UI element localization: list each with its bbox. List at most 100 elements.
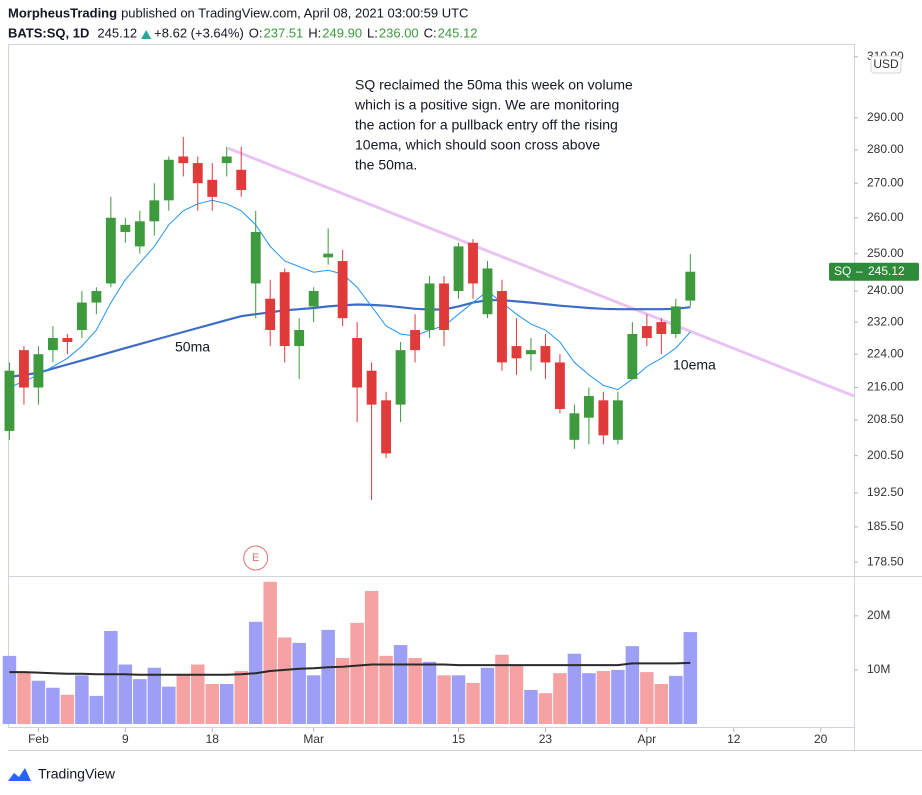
candle-body xyxy=(627,334,638,380)
candle-body xyxy=(598,400,609,436)
volume-bar xyxy=(147,667,162,724)
volume-bar xyxy=(350,622,364,724)
price-tag xyxy=(829,262,919,281)
candle-body xyxy=(62,338,73,343)
ohlc-value: 237.51 xyxy=(264,25,304,40)
candle-body xyxy=(221,156,232,164)
footer-logo: TradingView xyxy=(8,766,116,782)
y-tick-label: 290.00 xyxy=(867,110,904,124)
volume-bar xyxy=(60,694,75,724)
y-tick-label: 260.00 xyxy=(867,210,904,224)
candle-body xyxy=(192,163,203,184)
candle-body xyxy=(569,413,580,440)
trendline xyxy=(227,146,855,398)
candle-body xyxy=(19,350,29,388)
volume-bar xyxy=(524,689,538,724)
ohlc-label: H: xyxy=(308,25,321,40)
volume-bar xyxy=(75,675,89,724)
volume-bar xyxy=(408,658,422,724)
volume-bar xyxy=(118,664,133,724)
y-tick-label: 178.50 xyxy=(867,554,904,568)
volume-bar xyxy=(205,683,219,724)
last-price: 245.12 xyxy=(97,25,137,40)
volume-bar xyxy=(17,672,31,724)
candle-body xyxy=(47,338,58,351)
candle-body xyxy=(511,346,522,359)
annotation-line: 10ema, which should soon cross above xyxy=(355,137,600,153)
y-tick-label: 208.50 xyxy=(867,412,904,426)
symbol: BATS:SQ, 1D xyxy=(8,25,89,40)
candle-body xyxy=(149,200,160,222)
volume-bar xyxy=(176,675,191,724)
y-tick-label: 185.50 xyxy=(867,519,904,533)
candle-body xyxy=(134,221,145,247)
currency-label: USD xyxy=(873,57,899,71)
volume-bar xyxy=(292,642,306,724)
y-tick-label: 232.00 xyxy=(867,314,904,328)
candle-body xyxy=(670,306,681,335)
volume-bar xyxy=(89,695,104,724)
x-tick-label: 20 xyxy=(814,732,828,746)
price-tag-dash: – xyxy=(856,264,863,278)
volume-bar xyxy=(220,683,234,724)
candle-body xyxy=(352,338,363,388)
x-tick-label: Feb xyxy=(28,732,49,746)
volume-bar xyxy=(31,680,46,724)
x-tick-label: Apr xyxy=(638,732,657,746)
candle-body xyxy=(366,370,377,405)
candle-body xyxy=(105,217,116,284)
volume-bar xyxy=(683,632,698,724)
candle-body xyxy=(163,159,174,201)
volume-bar xyxy=(567,653,582,724)
candle-body xyxy=(381,400,392,454)
header: MorpheusTrading published on TradingView.… xyxy=(8,5,477,40)
volume-bar xyxy=(133,679,147,724)
ohlc-value: 249.90 xyxy=(322,25,362,40)
x-tick-label: Mar xyxy=(303,732,324,746)
ohlc-value: 245.12 xyxy=(438,25,478,40)
volume-bar xyxy=(379,655,393,724)
volume-bar xyxy=(162,686,176,724)
candle-body xyxy=(540,346,551,363)
candle-body xyxy=(279,272,290,347)
y-tick-label: 280.00 xyxy=(867,142,904,156)
volume-bar xyxy=(321,629,335,724)
candle-body xyxy=(583,396,594,418)
moving-average xyxy=(9,199,691,391)
candle-body xyxy=(236,169,247,191)
volume-bar xyxy=(654,683,669,724)
logo-icon xyxy=(8,768,31,781)
x-tick-label: 12 xyxy=(727,732,741,746)
volume-bar xyxy=(509,664,524,724)
y-tick-label: 216.00 xyxy=(867,380,904,394)
annotation-line: which is a positive sign. We are monitor… xyxy=(354,97,619,113)
candle-body xyxy=(4,370,15,431)
candle-body xyxy=(308,291,319,307)
x-tick-label: 15 xyxy=(452,732,466,746)
candle-body xyxy=(526,350,536,355)
ohlc-label: O: xyxy=(249,25,263,40)
candle-body xyxy=(337,261,348,319)
ohlc-label: C: xyxy=(424,25,437,40)
y-tick-label: 240.00 xyxy=(867,283,904,297)
volume-bar xyxy=(46,687,60,724)
candle-body xyxy=(482,268,493,315)
candle-body xyxy=(439,283,449,331)
annotation-line: the 50ma. xyxy=(355,157,417,173)
candle-body xyxy=(294,330,305,347)
candle-body xyxy=(685,271,696,301)
volume-bar xyxy=(480,667,495,724)
x-tick-label: 9 xyxy=(122,732,129,746)
volume-bar xyxy=(364,590,379,724)
change: +8.62 (+3.64%) xyxy=(154,25,244,40)
volume-ma xyxy=(9,661,691,676)
earnings-marker xyxy=(243,545,269,571)
price-tag-label: 245.12 xyxy=(868,264,905,278)
annotation-line: the action for a pullback entry off the … xyxy=(355,117,618,133)
candle-body xyxy=(76,302,87,331)
volume-tick-label: 20M xyxy=(867,608,890,622)
volume-tick-label: 10M xyxy=(867,662,890,676)
candle-body xyxy=(468,242,478,284)
